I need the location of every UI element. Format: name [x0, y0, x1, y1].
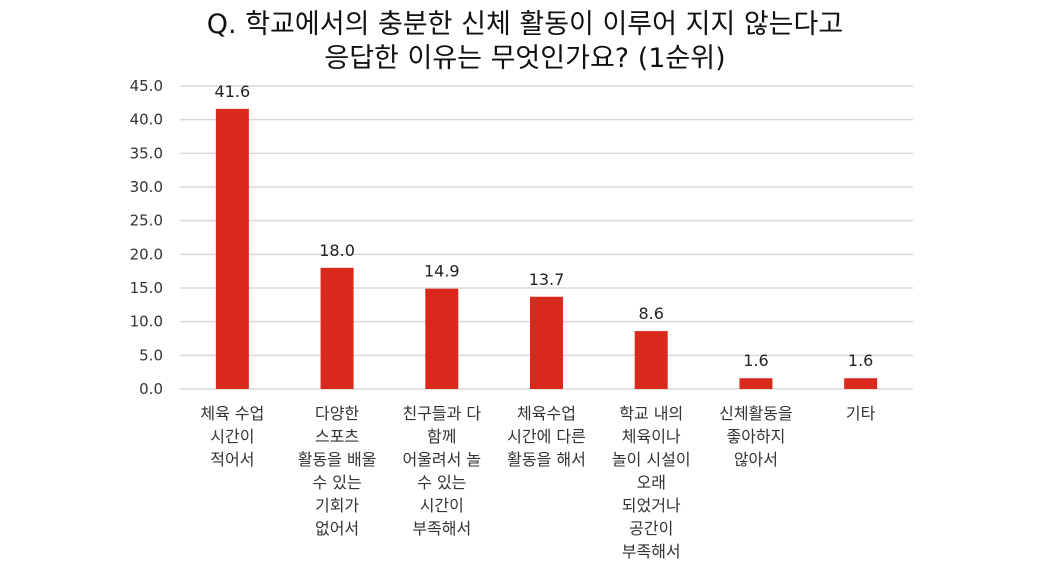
x-category-label-line: 부족해서	[412, 519, 471, 538]
x-category-label-line: 되었거나	[622, 496, 681, 515]
bar	[739, 378, 773, 389]
bar	[425, 288, 459, 389]
x-category-label-line: 부족해서	[622, 542, 681, 561]
x-category-label-line: 시간이	[420, 496, 464, 515]
x-category-label-line: 시간이	[210, 427, 254, 446]
x-category-label-line: 시간에 다른	[507, 427, 586, 446]
y-tick-label: 40.0	[130, 111, 163, 129]
bar	[634, 331, 668, 389]
data-label: 13.7	[529, 270, 565, 289]
bar	[844, 378, 878, 389]
x-category-label-line: 적어서	[210, 450, 254, 469]
y-tick-label: 35.0	[130, 144, 163, 162]
y-tick-label: 45.0	[130, 77, 163, 95]
x-category-label-line: 체육수업	[517, 404, 576, 423]
x-category-label-line: 오래	[636, 473, 665, 492]
x-category-label-line: 활동을 배울	[298, 450, 377, 469]
y-tick-label: 15.0	[130, 279, 163, 297]
y-tick-label: 25.0	[130, 212, 163, 230]
y-tick-label: 30.0	[130, 178, 163, 196]
data-label: 1.6	[848, 351, 873, 370]
x-category-label-line: 체육 수업	[200, 404, 264, 423]
x-category-label-line: 학교 내의	[619, 404, 683, 423]
x-category-label: 기타	[846, 404, 876, 423]
x-category-label-line: 놀이 시설이	[612, 450, 691, 469]
x-category-label-line: 어울려서 놀	[402, 450, 481, 469]
x-category-label-line: 다양한	[315, 404, 359, 423]
y-tick-label: 20.0	[130, 245, 163, 263]
chart-title-line-2: 응답한 이유는 무엇인가요? (1순위)	[324, 43, 726, 74]
bar	[320, 267, 354, 389]
data-label: 1.6	[743, 351, 768, 370]
x-category-label-line: 체육이나	[622, 427, 681, 446]
chart-title-line-1: Q. 학교에서의 충분한 신체 활동이 이루어 지지 않는다고	[206, 9, 844, 40]
bar	[530, 296, 563, 389]
y-tick-label: 10.0	[130, 313, 163, 331]
x-category-label-line: 기회가	[315, 496, 359, 515]
y-tick-label: 0.0	[139, 380, 163, 398]
bars	[215, 108, 878, 389]
data-labels: 41.6 18.0 14.9 13.7 8.6 1.6 1.6	[215, 82, 874, 370]
x-category-label-line: 공간이	[629, 519, 673, 538]
x-category-label-line: 좋아하지	[726, 427, 785, 446]
y-tick-label: 5.0	[139, 346, 163, 364]
x-category-label-line: 신체활동을	[719, 404, 793, 423]
x-category-label-line: 없어서	[315, 519, 359, 538]
data-label: 41.6	[215, 82, 251, 101]
data-label: 14.9	[424, 262, 460, 281]
x-category-label-line: 수 있는	[417, 473, 466, 492]
x-category-label-line: 스포츠	[315, 427, 359, 446]
data-label: 18.0	[319, 241, 355, 260]
x-category-label-line: 친구들과 다	[402, 404, 481, 423]
bar	[215, 108, 249, 389]
chart-title: Q. 학교에서의 충분한 신체 활동이 이루어 지지 않는다고 응답한 이유는 …	[0, 8, 1050, 76]
y-axis-ticks: 0.0 5.0 10.0 15.0 20.0 25.0 30.0 35.0 40.0 45.0	[130, 77, 163, 398]
x-category-label-line: 수 있는	[312, 473, 361, 492]
x-category-label-line: 않아서	[734, 450, 778, 469]
data-label: 8.6	[638, 304, 663, 323]
x-category-label-line: 함께	[427, 427, 456, 446]
x-category-label-line: 활동을 해서	[507, 450, 586, 469]
x-category-label-line: 기타	[846, 404, 876, 423]
